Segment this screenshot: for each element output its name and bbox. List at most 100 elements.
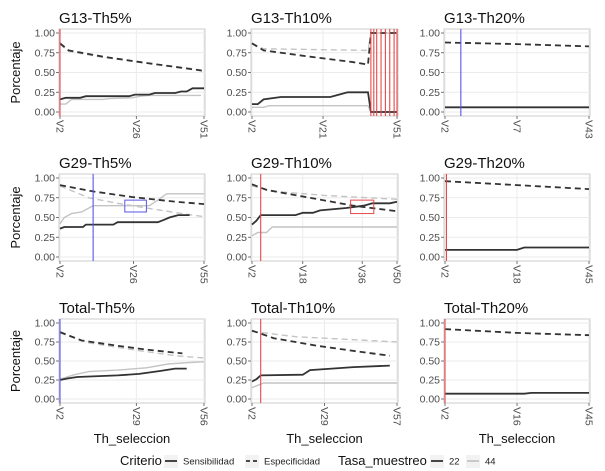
panel-title: G29-Th5% [59, 155, 132, 172]
y-tick-label: 1.00 [420, 173, 441, 185]
panel-title: Total-Th10% [251, 300, 335, 317]
x-tick-label: V51 [198, 120, 210, 139]
y-tick-label: 0.00 [227, 107, 248, 119]
series-line-especificidad-22 [59, 184, 205, 205]
y-tick-label: 0.50 [35, 212, 56, 224]
series-line-especificidad-44 [251, 32, 397, 52]
y-axis-label: Porcentaje [8, 186, 23, 248]
series-line-especificidad-22 [444, 41, 590, 48]
series-line-sensibilidad-44 [251, 226, 397, 237]
y-tick-label: 1.00 [35, 28, 56, 40]
facet-panel: Total-Th20% 0.00 0.25 0.50 0.75 1.00 V2 V16 V45 T… [420, 300, 595, 446]
facet-panel: G13-Th10% 0.00 0.25 0.50 0.75 1.00 V2 V21 V51 [227, 10, 403, 139]
y-tick-label: 0.50 [420, 212, 441, 224]
y-axis-label: Porcentaje [8, 41, 23, 103]
y-tick-label: 0.75 [420, 192, 441, 204]
x-tick-label: V2 [439, 407, 451, 420]
y-tick-label: 0.25 [227, 87, 248, 99]
panel-title: G29-Th10% [251, 155, 332, 172]
y-tick-label: 0.75 [227, 337, 248, 349]
series-line-sensibilidad-22 [59, 367, 187, 381]
y-tick-label: 0.00 [420, 107, 441, 119]
x-tick-label: V2 [439, 265, 451, 278]
x-tick-label: V56 [198, 407, 210, 426]
x-tick-label: V2 [246, 120, 258, 133]
facet-panel: G29-Th20% 0.00 0.25 0.50 0.75 1.00 V2 V18 V45 [420, 155, 595, 284]
y-tick-label: 0.25 [35, 232, 56, 244]
x-tick-label: V55 [198, 265, 210, 284]
x-tick-label: V2 [439, 120, 451, 133]
y-tick-label: 0.75 [227, 192, 248, 204]
y-tick-label: 0.00 [35, 394, 56, 406]
y-tick-label: 0.50 [227, 67, 248, 79]
x-tick-label: V57 [391, 407, 403, 426]
x-tick-label: V2 [246, 407, 258, 420]
facet-panel: G13-Th5% 0.00 0.25 0.50 0.75 1.00 V2 V26 V51 Porc… [8, 10, 210, 139]
y-tick-label: 0.50 [227, 356, 248, 368]
x-tick-label: V7 [511, 120, 523, 133]
legend: Criterio Sensibilidad Especificidad Tasa_mu… [120, 453, 496, 468]
series-line-sensibilidad-22 [59, 214, 190, 230]
x-tick-label: V18 [511, 265, 523, 284]
y-tick-label: 0.00 [420, 394, 441, 406]
x-tick-label: V18 [296, 265, 308, 284]
series-line-sensibilidad-22 [445, 246, 589, 251]
x-tick-label: V45 [583, 265, 595, 284]
series-line-especificidad-22 [59, 331, 183, 355]
legend-especificidad-key-bg [245, 455, 259, 468]
facet-panel: Total-Th5% 0.00 0.25 0.50 0.75 1.00 V2 V29 V56 Po… [8, 300, 210, 446]
y-tick-label: 0.25 [35, 375, 56, 387]
y-tick-label: 1.00 [35, 318, 56, 330]
legend-label-22: 22 [449, 457, 460, 468]
x-tick-label: V2 [246, 265, 258, 278]
x-axis-label: Th_seleccion [94, 431, 171, 446]
x-tick-label: V29 [130, 407, 142, 426]
y-tick-label: 0.50 [35, 356, 56, 368]
series-line-especificidad-44 [251, 330, 398, 343]
x-tick-label: V26 [130, 120, 142, 139]
series-line-sensibilidad-44 [59, 361, 205, 380]
series-line-sensibilidad-22 [251, 364, 390, 383]
y-tick-label: 0.25 [227, 375, 248, 387]
legend-title-tasa: Tasa_muestreo [338, 453, 427, 468]
y-tick-label: 1.00 [227, 28, 248, 40]
x-tick-label: V36 [356, 265, 368, 284]
legend-label-44: 44 [485, 457, 496, 468]
highlight-box [350, 199, 375, 215]
series-line-especificidad-22 [251, 183, 398, 213]
facet-panel: G29-Th5% 0.00 0.25 0.50 0.75 1.00 V2 V26 V55 Porc… [8, 155, 210, 284]
y-tick-label: 0.00 [227, 394, 248, 406]
y-tick-label: 1.00 [420, 28, 441, 40]
y-tick-label: 0.25 [420, 232, 441, 244]
series-line-sensibilidad-22 [251, 200, 398, 226]
legend-label-especificidad: Especificidad [264, 457, 320, 468]
panel-title: Total-Th5% [59, 300, 135, 317]
y-tick-label: 0.75 [420, 47, 441, 59]
series-line-sensibilidad-44 [60, 94, 202, 105]
y-tick-label: 0.00 [227, 252, 248, 264]
y-tick-label: 0.25 [227, 232, 248, 244]
x-tick-label: V51 [391, 120, 403, 139]
x-tick-label: V29 [318, 407, 330, 426]
y-tick-label: 0.75 [35, 337, 56, 349]
series-line-sensibilidad-22 [252, 91, 397, 113]
legend-title-criterio: Criterio [120, 453, 162, 468]
y-tick-label: 0.00 [35, 252, 56, 264]
series-line-especificidad-22 [251, 329, 390, 357]
y-tick-label: 1.00 [227, 318, 248, 330]
y-tick-label: 0.25 [420, 87, 441, 99]
x-axis-label: Th_seleccion [286, 431, 363, 446]
y-tick-label: 1.00 [227, 173, 248, 185]
x-tick-label: V2 [54, 265, 66, 278]
x-tick-label: V16 [511, 407, 523, 426]
y-tick-label: 0.75 [35, 192, 56, 204]
y-tick-label: 0.50 [227, 212, 248, 224]
y-tick-label: 0.75 [227, 47, 248, 59]
x-tick-label: V50 [391, 265, 403, 284]
y-tick-label: 0.25 [420, 375, 441, 387]
y-tick-label: 0.50 [420, 356, 441, 368]
series-line-especificidad-44 [59, 185, 205, 218]
series-line-especificidad-22 [444, 180, 590, 190]
series-line-sensibilidad-22 [445, 391, 589, 395]
